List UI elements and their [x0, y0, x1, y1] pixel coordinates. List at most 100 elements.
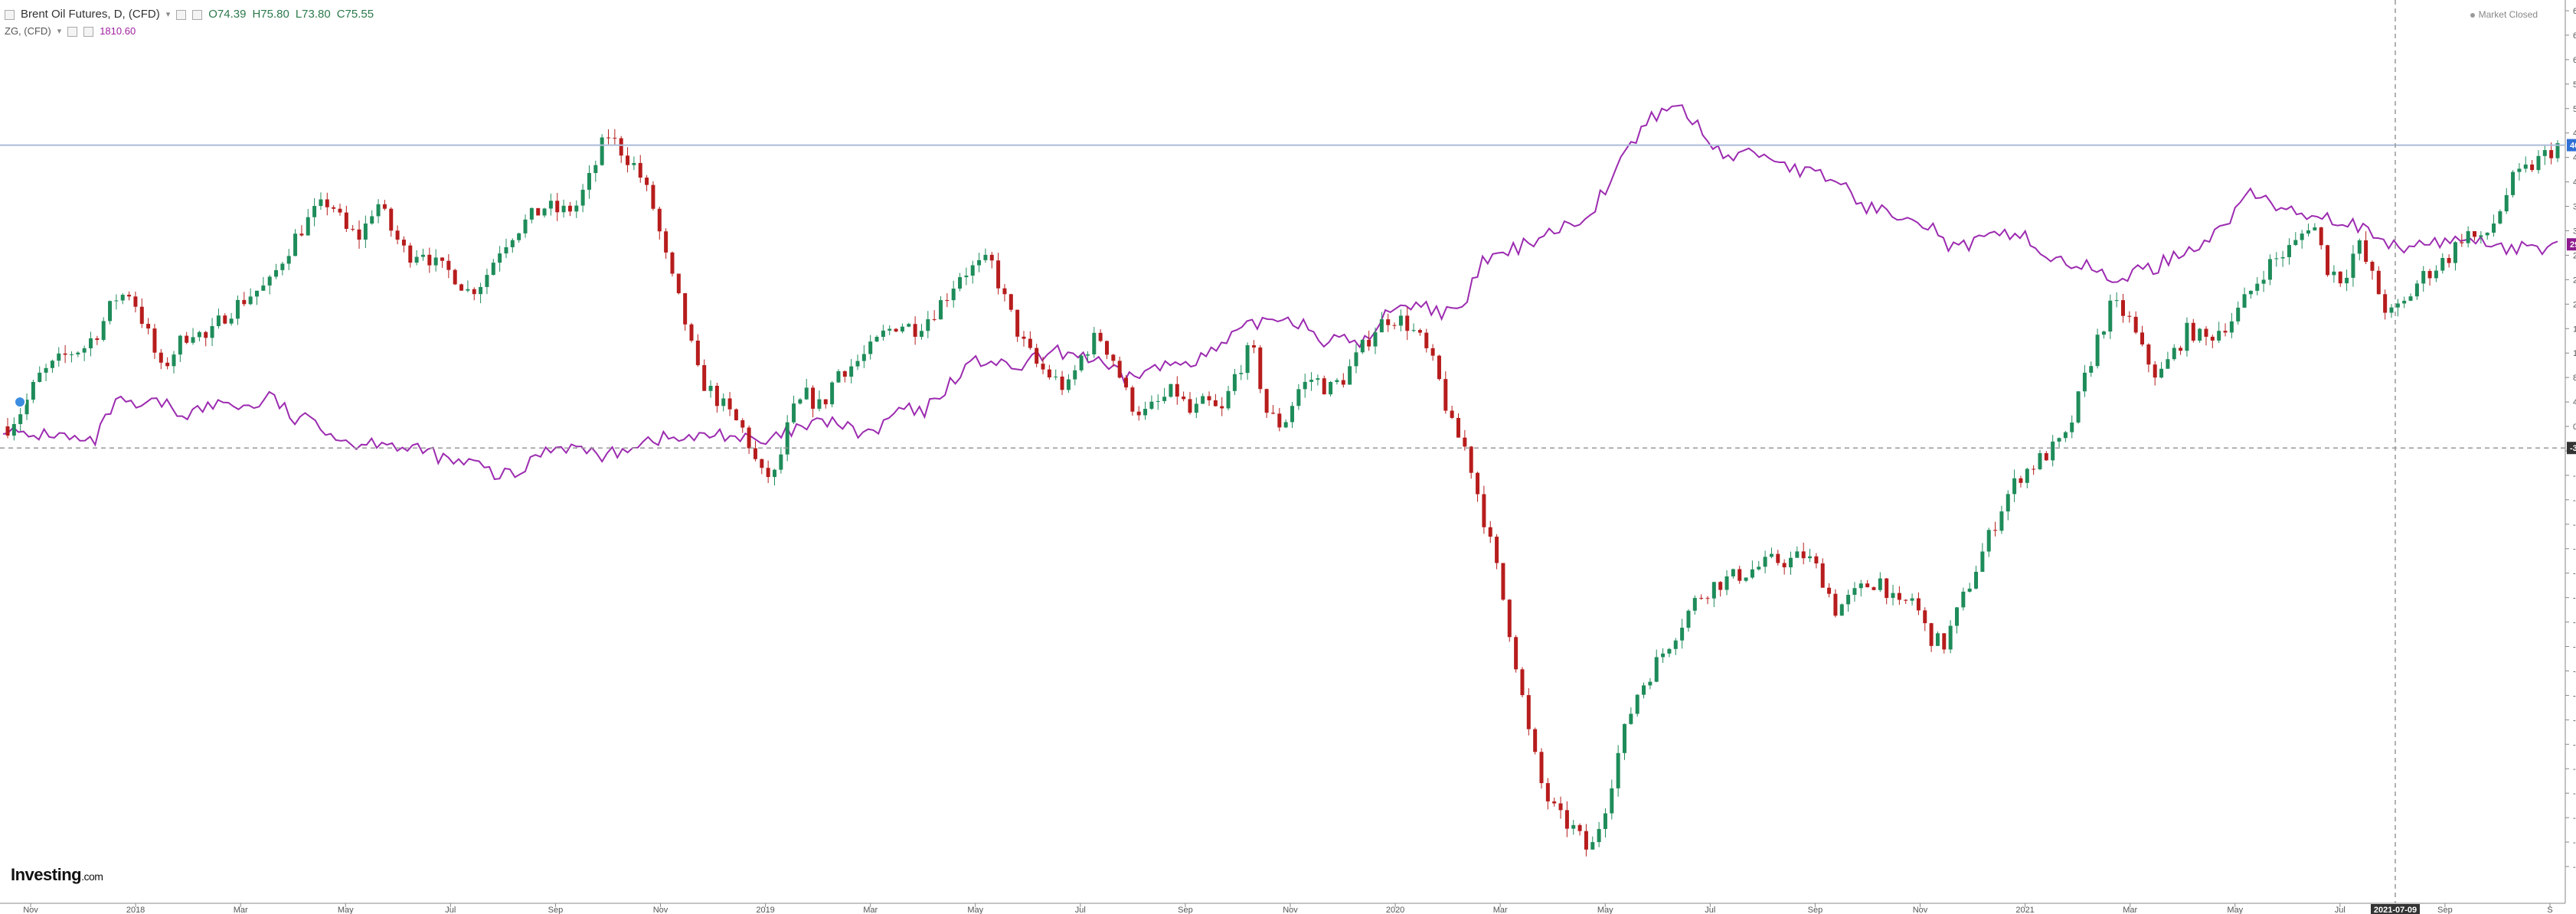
candle-body [1162, 397, 1167, 401]
candle-body [606, 137, 611, 139]
candle-body [1667, 648, 1672, 654]
candle-body [2204, 328, 2208, 337]
candle-body [645, 178, 649, 185]
settings-icon[interactable] [176, 9, 187, 20]
candle-body [1111, 354, 1116, 361]
candle-body [1865, 583, 1870, 588]
candle-body [1724, 576, 1729, 590]
candle-body [2293, 240, 2298, 246]
candle-body [702, 365, 707, 391]
x-tick-label: May [2227, 906, 2243, 914]
candle-body [1616, 752, 1620, 788]
candle-body [2255, 283, 2260, 291]
candle-body [210, 326, 214, 338]
candle-body [983, 254, 988, 260]
caret-down-icon[interactable]: ▾ [57, 27, 62, 36]
candle-body [1750, 569, 1754, 578]
candle-body [1552, 801, 1557, 804]
y-tick-label: -56.00% [2573, 765, 2576, 774]
candle-body [932, 319, 937, 321]
candle-body [1130, 387, 1135, 412]
y-tick-label: 24.00% [2573, 276, 2576, 285]
candle-body [95, 338, 100, 341]
candle-body [114, 300, 119, 302]
brent-candles-series [5, 129, 2560, 857]
candle-body [1718, 582, 1723, 590]
y-tick-label: -8.00% [2573, 472, 2576, 481]
candle-body [1098, 332, 1103, 341]
x-tick-label: Jul [2335, 906, 2346, 914]
candle-body [2351, 253, 2355, 278]
candle-body [1986, 530, 1991, 552]
caret-down-icon[interactable]: ▾ [165, 10, 171, 19]
candle-body [108, 301, 113, 322]
candle-body [1858, 583, 1863, 589]
candle-body [2114, 300, 2119, 302]
candle-body [1705, 598, 1710, 599]
candle-body [1520, 669, 1525, 696]
candle-body [178, 335, 182, 355]
candle-body [708, 385, 713, 391]
candle-body [1846, 595, 1851, 605]
candle-body [510, 240, 515, 247]
candle-body [1015, 309, 1020, 337]
candle-body [1296, 389, 1301, 406]
candle-body [1814, 556, 1819, 564]
candle-body [1711, 582, 1716, 599]
candle-body [1232, 374, 1237, 391]
candle-body [1935, 633, 1940, 646]
candle-body [1290, 406, 1295, 423]
candle-body [1188, 399, 1192, 413]
candle-body [977, 260, 982, 266]
candle-body [2185, 322, 2189, 351]
collapse-legend-icon[interactable] [5, 9, 15, 20]
candle-body [1207, 396, 1211, 400]
candle-body [664, 231, 669, 253]
candle-body [1737, 569, 1742, 581]
candle-body [1143, 409, 1148, 416]
candle-body [1213, 400, 1218, 406]
candle-body [2460, 242, 2464, 243]
candle-body [1533, 729, 1538, 752]
y-tick-label: 68.00% [2573, 7, 2576, 16]
candle-body [1182, 397, 1186, 400]
candle-body [964, 276, 969, 278]
candle-body [2338, 271, 2342, 284]
candle-body [958, 277, 963, 289]
close-icon[interactable] [192, 9, 203, 20]
candle-body [1904, 599, 1908, 601]
candle-body [504, 246, 508, 254]
x-tick-label: 2021 [2015, 906, 2034, 914]
settings-icon[interactable] [67, 26, 78, 37]
candle-body [1136, 411, 1141, 416]
candle-body [1757, 566, 1761, 570]
candle-body [1488, 527, 1492, 537]
candle-body [2089, 366, 2094, 373]
candle-body [2025, 468, 2029, 483]
candle-body [2313, 227, 2317, 230]
candle-body [1476, 472, 1480, 495]
candle-body [2057, 438, 2061, 442]
candle-body [1092, 332, 1097, 354]
close-icon[interactable] [83, 26, 94, 37]
candle-body [2070, 422, 2074, 433]
candle-body [235, 299, 240, 319]
candle-body [1405, 315, 1410, 331]
candle-body [248, 296, 253, 305]
y-tick-label: 64.00% [2573, 31, 2576, 41]
candle-body [370, 216, 374, 224]
candle-body [485, 275, 489, 287]
candle-body [2440, 257, 2445, 271]
candle-body [792, 403, 796, 423]
candle-body [683, 293, 688, 325]
candle-body [561, 205, 566, 213]
candle-body [1469, 446, 1473, 473]
candle-body [670, 252, 675, 274]
y-tick-label: 8.00% [2573, 374, 2576, 383]
candle-body [1967, 588, 1972, 592]
candle-body [536, 207, 541, 216]
candle-body [913, 324, 917, 337]
candle-body [440, 257, 445, 261]
x-tick-label: Jul [1075, 906, 1086, 914]
